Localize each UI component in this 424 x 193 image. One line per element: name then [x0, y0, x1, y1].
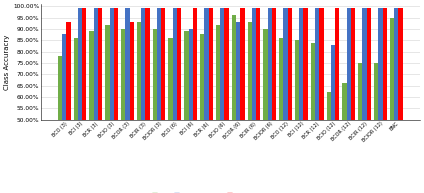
Bar [109, 8, 114, 193]
Bar [62, 34, 67, 193]
Bar [114, 8, 118, 193]
Bar [157, 8, 161, 193]
Bar [347, 8, 351, 193]
Bar [240, 8, 245, 193]
Bar [209, 8, 213, 193]
Bar [326, 92, 331, 193]
Bar [94, 8, 98, 193]
Bar [394, 8, 398, 193]
Bar [272, 8, 276, 193]
Bar [311, 43, 315, 193]
Bar [367, 8, 371, 193]
Bar [224, 8, 229, 193]
Bar [335, 8, 339, 193]
Bar [390, 18, 394, 193]
Bar [295, 40, 299, 193]
Bar [398, 8, 403, 193]
Bar [374, 63, 378, 193]
Bar [358, 63, 363, 193]
Bar [252, 8, 256, 193]
Bar [220, 8, 224, 193]
Bar [98, 8, 102, 193]
Bar [315, 8, 319, 193]
Bar [67, 22, 71, 193]
Bar [378, 8, 382, 193]
Bar [145, 8, 150, 193]
Bar [78, 8, 82, 193]
Bar [279, 38, 283, 193]
Bar [153, 29, 157, 193]
Bar [342, 83, 347, 193]
Bar [141, 8, 145, 193]
Bar [105, 25, 109, 193]
Bar [204, 8, 209, 193]
Bar [299, 8, 304, 193]
Bar [74, 38, 78, 193]
Bar [161, 8, 165, 193]
Bar [89, 31, 94, 193]
Bar [82, 8, 86, 193]
Bar [319, 8, 324, 193]
Bar [126, 8, 130, 193]
Bar [168, 38, 173, 193]
Bar [177, 8, 181, 193]
Bar [232, 15, 236, 193]
Y-axis label: Class Accuracry: Class Accuracry [4, 34, 10, 90]
Bar [331, 45, 335, 193]
Bar [236, 22, 240, 193]
Bar [283, 8, 287, 193]
Bar [256, 8, 260, 193]
Bar [130, 22, 134, 193]
Bar [304, 8, 308, 193]
Bar [382, 8, 387, 193]
Legend: SVM, Multi-class CNN, Proposed Multi-output CNN: SVM, Multi-class CNN, Proposed Multi-out… [150, 191, 310, 193]
Bar [216, 25, 220, 193]
Bar [363, 8, 367, 193]
Bar [137, 22, 141, 193]
Bar [268, 8, 272, 193]
Bar [189, 29, 193, 193]
Bar [351, 8, 355, 193]
Bar [248, 22, 252, 193]
Bar [121, 29, 126, 193]
Bar [184, 31, 189, 193]
Bar [58, 56, 62, 193]
Bar [263, 29, 268, 193]
Bar [193, 8, 197, 193]
Bar [287, 8, 292, 193]
Bar [200, 34, 204, 193]
Bar [173, 8, 177, 193]
